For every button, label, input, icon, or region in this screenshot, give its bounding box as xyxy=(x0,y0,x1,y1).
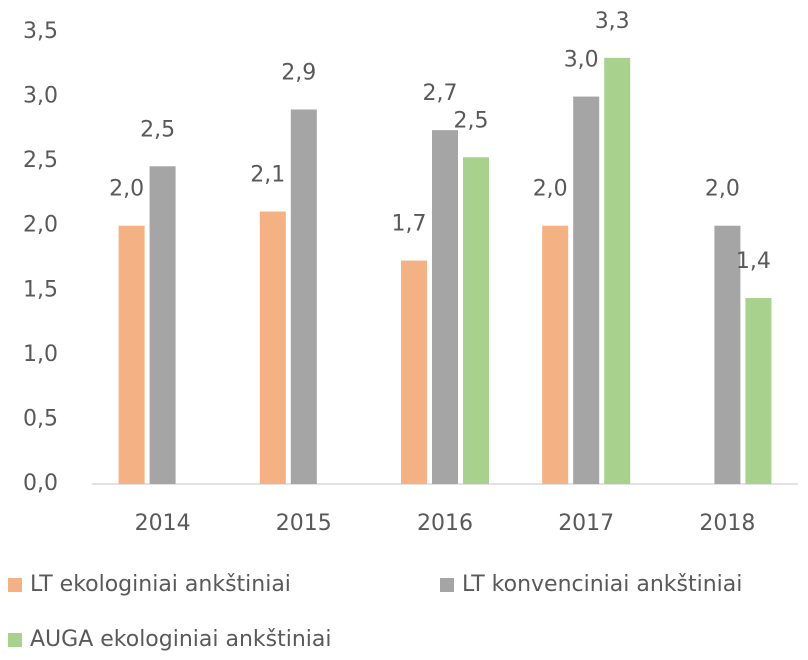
data-label: 2,5 xyxy=(140,117,175,142)
x-tick-label: 2014 xyxy=(135,511,191,536)
bar xyxy=(604,57,631,484)
y-tick-label: 2,5 xyxy=(23,148,58,173)
data-label: 2,0 xyxy=(533,177,568,202)
legend-swatch xyxy=(8,633,22,647)
data-label: 3,0 xyxy=(564,48,599,73)
bar xyxy=(290,109,317,484)
bar xyxy=(432,130,458,485)
y-tick-label: 0,5 xyxy=(23,406,58,431)
x-tick-label: 2017 xyxy=(558,511,614,536)
legend-label: AUGA ekologiniai ankštiniai xyxy=(30,627,332,652)
bar xyxy=(149,166,176,484)
bar xyxy=(573,96,600,485)
x-tick-label: 2018 xyxy=(699,511,755,536)
legend-swatch xyxy=(440,578,454,592)
data-label: 3,3 xyxy=(595,9,630,34)
x-tick-label: 2016 xyxy=(417,511,473,536)
y-tick-label: 3,0 xyxy=(23,84,58,109)
data-label: 2,7 xyxy=(423,81,458,106)
bar xyxy=(259,211,286,484)
legend-label: LT konvenciniai ankštiniai xyxy=(462,572,742,597)
y-tick-label: 1,5 xyxy=(23,277,58,302)
data-label: 2,5 xyxy=(454,108,489,133)
data-label: 1,7 xyxy=(392,212,427,237)
data-label: 1,4 xyxy=(736,249,771,274)
bar xyxy=(118,225,145,484)
y-tick-label: 0,0 xyxy=(23,471,58,496)
data-label: 2,0 xyxy=(705,177,740,202)
legend-label: LT ekologiniai ankštiniai xyxy=(30,572,291,597)
bar xyxy=(745,298,772,484)
y-tick-label: 1,0 xyxy=(23,342,58,367)
bar xyxy=(463,157,489,485)
data-label: 2,1 xyxy=(250,163,285,188)
y-tick-label: 2,0 xyxy=(23,213,58,238)
x-tick-label: 2015 xyxy=(276,511,332,536)
bar xyxy=(401,260,427,484)
data-label: 2,9 xyxy=(281,60,316,85)
bar xyxy=(714,225,741,484)
bar xyxy=(542,225,569,484)
legend-swatch xyxy=(8,578,22,592)
data-label: 2,0 xyxy=(109,177,144,202)
y-tick-label: 3,5 xyxy=(23,19,58,44)
